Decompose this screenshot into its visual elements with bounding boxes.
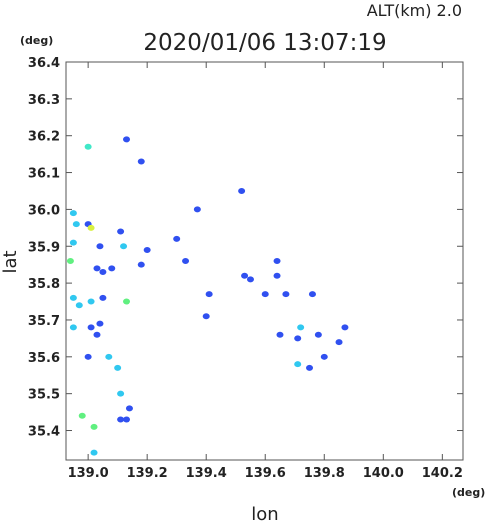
- y-tick-label: 35.6: [28, 351, 60, 366]
- echo-point: [173, 235, 181, 242]
- echo-point: [308, 291, 316, 298]
- echo-point: [84, 353, 92, 360]
- echo-point: [69, 210, 77, 217]
- echo-point: [246, 276, 254, 283]
- y-tick-label: 36.3: [28, 93, 60, 108]
- echo-point: [96, 320, 104, 327]
- echo-point: [202, 313, 210, 320]
- y-tick-label: 36.1: [28, 167, 60, 182]
- echo-point: [108, 265, 116, 272]
- echo-point: [117, 390, 125, 397]
- echo-point: [276, 331, 284, 338]
- echo-point: [87, 298, 95, 305]
- echo-point: [193, 206, 201, 213]
- y-tick-label: 35.8: [28, 277, 60, 292]
- y-tick-label: 35.5: [28, 388, 60, 403]
- echo-point: [90, 449, 98, 456]
- echo-point: [87, 224, 95, 231]
- echo-point: [123, 416, 131, 423]
- echo-point: [72, 221, 80, 228]
- echo-point: [117, 416, 125, 423]
- echo-point: [137, 261, 145, 268]
- echo-point: [273, 272, 281, 279]
- x-axis-label: lon: [251, 504, 278, 521]
- x-tick-label: 139.4: [186, 466, 227, 481]
- echo-point: [314, 331, 322, 338]
- echo-point: [69, 294, 77, 301]
- echo-point: [120, 243, 128, 250]
- y-tick-label: 36.2: [28, 130, 60, 145]
- y-tick-label: 35.7: [28, 314, 60, 329]
- echo-point: [123, 298, 131, 305]
- echo-point: [69, 239, 77, 246]
- echo-point: [320, 353, 328, 360]
- echo-point: [123, 136, 131, 143]
- echo-point: [341, 324, 349, 331]
- echo-point: [96, 243, 104, 250]
- chart-title: 2020/01/06 13:07:19: [143, 30, 386, 56]
- echo-point: [273, 258, 281, 264]
- echo-point: [306, 364, 314, 371]
- echo-point: [105, 353, 113, 360]
- echo-point: [66, 258, 74, 264]
- plot-frame: [65, 61, 464, 461]
- echo-point: [125, 405, 133, 412]
- echo-point: [93, 265, 101, 272]
- echo-point: [114, 364, 122, 371]
- echo-point: [182, 258, 190, 264]
- echo-point: [99, 294, 107, 301]
- echo-point: [143, 246, 151, 253]
- y-tick-label: 35.4: [28, 425, 60, 440]
- echo-point: [205, 291, 213, 298]
- echo-point: [87, 324, 95, 331]
- echo-point: [117, 228, 125, 235]
- echo-point: [297, 324, 305, 331]
- y-tick-label: 36.4: [28, 56, 60, 71]
- x-tick-label: 139.2: [127, 466, 168, 481]
- x-tick-label: 139.6: [245, 466, 286, 481]
- echo-point: [78, 412, 86, 419]
- y-tick-label: 36.0: [28, 203, 60, 218]
- y-tick-label: 35.9: [28, 240, 60, 255]
- x-tick-label: 139.8: [304, 466, 345, 481]
- echo-point: [241, 272, 249, 279]
- x-tick-label: 140.0: [363, 466, 404, 481]
- echo-point: [294, 335, 302, 342]
- echo-point: [335, 339, 343, 346]
- echo-point: [93, 331, 101, 338]
- x-tick-label: 140.2: [422, 466, 463, 481]
- y-unit: (deg): [20, 34, 53, 47]
- echo-point: [137, 158, 145, 165]
- echo-point: [282, 291, 290, 298]
- echo-point: [84, 143, 92, 150]
- echo-point: [261, 291, 269, 298]
- y-axis-label: lat: [0, 250, 21, 273]
- altitude-label: ALT(km) 2.0: [367, 1, 462, 20]
- echo-point: [294, 361, 302, 368]
- echo-point: [99, 269, 107, 276]
- echo-point: [90, 423, 98, 430]
- echo-point: [69, 324, 77, 331]
- echo-point: [75, 302, 83, 309]
- x-unit: (deg): [452, 486, 485, 499]
- x-tick-label: 139.0: [68, 466, 109, 481]
- echo-point: [238, 187, 246, 194]
